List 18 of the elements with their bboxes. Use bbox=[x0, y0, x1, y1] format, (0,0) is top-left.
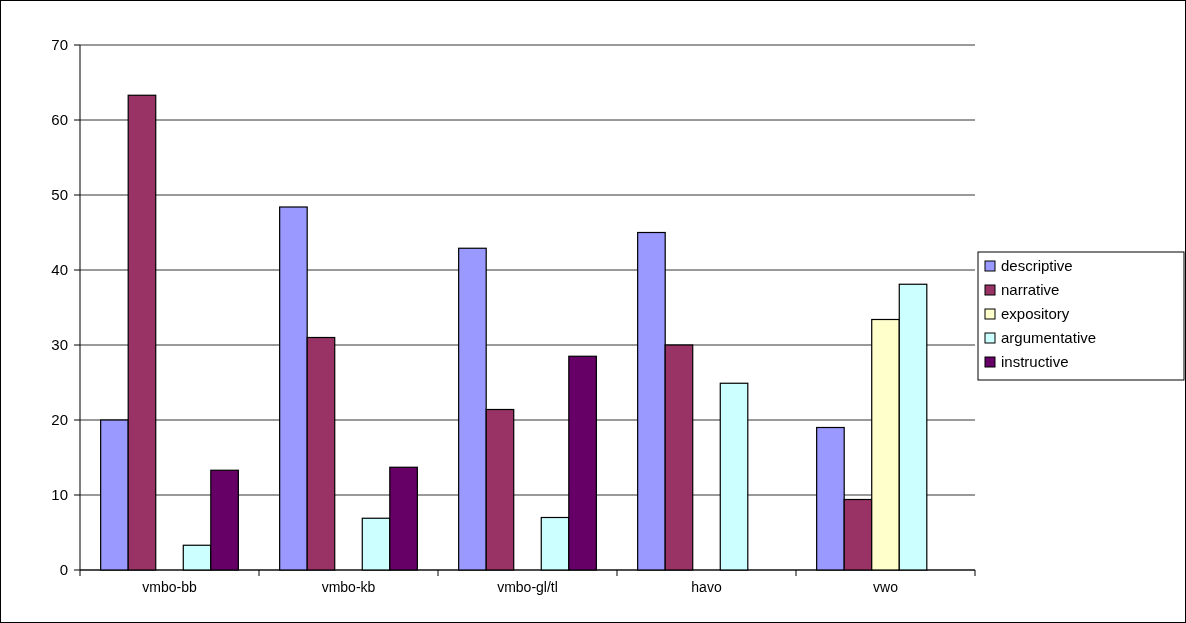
legend-label: narrative bbox=[1001, 281, 1060, 299]
y-tick-label: 20 bbox=[51, 411, 68, 429]
y-tick-label: 30 bbox=[51, 336, 68, 354]
legend-label: instructive bbox=[1001, 353, 1069, 371]
x-tick-label: vmbo-kb bbox=[321, 579, 376, 595]
legend-label: argumentative bbox=[1001, 329, 1097, 347]
x-tick-label: vmbo-bb bbox=[142, 579, 197, 595]
legend-label: expository bbox=[1001, 305, 1070, 323]
y-tick-label: 0 bbox=[59, 561, 68, 579]
y-tick-label: 60 bbox=[51, 111, 68, 129]
y-tick-label: 40 bbox=[51, 261, 68, 279]
legend-label: descriptive bbox=[1001, 257, 1073, 275]
y-tick-label: 50 bbox=[51, 186, 68, 204]
x-tick-label: vmbo-gl/tl bbox=[497, 579, 558, 595]
x-tick-label: vwo bbox=[873, 579, 899, 595]
y-tick-label: 70 bbox=[51, 36, 68, 54]
y-tick-label: 10 bbox=[51, 486, 68, 504]
x-tick-label: havo bbox=[691, 579, 722, 595]
